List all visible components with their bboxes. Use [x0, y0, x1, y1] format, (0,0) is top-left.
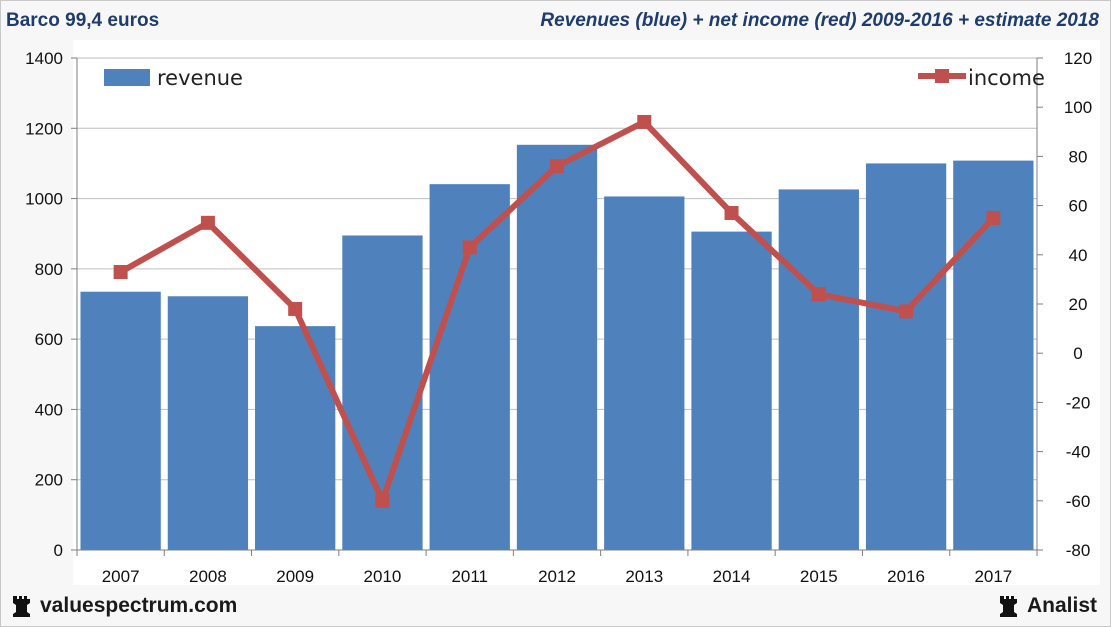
- y-right-tick-label: -80: [1066, 541, 1091, 560]
- income-marker: [550, 159, 564, 174]
- y-right-tick-label: -20: [1066, 393, 1091, 412]
- revenue-bar: [429, 184, 510, 551]
- revenue-bar: [255, 326, 336, 550]
- income-marker: [986, 210, 1001, 225]
- x-tick-label: 2012: [538, 567, 576, 586]
- x-tick-label: 2008: [189, 567, 227, 586]
- income-marker: [462, 240, 477, 255]
- y-right-tick-label: 60: [1069, 197, 1088, 216]
- revenue-bar: [865, 163, 947, 550]
- revenue-bar: [953, 160, 1034, 551]
- chart-title-left: Barco 99,4 euros: [6, 10, 160, 31]
- brand-valuespectrum[interactable]: valuespectrum.com: [12, 594, 237, 618]
- income-marker: [724, 205, 739, 220]
- y-right-tick-label: -40: [1066, 443, 1091, 462]
- x-tick-label: 2017: [974, 567, 1012, 586]
- legend-revenue-label: revenue: [157, 66, 243, 90]
- y-left-tick-label: 200: [35, 471, 63, 490]
- brand-analist[interactable]: Analist: [999, 594, 1097, 618]
- y-left-tick-label: 1000: [25, 190, 63, 209]
- x-tick-label: 2009: [276, 567, 314, 586]
- x-tick-label: 2011: [451, 567, 488, 586]
- y-left-tick-label: 400: [35, 400, 63, 419]
- x-tick-label: 2010: [364, 567, 402, 586]
- x-tick-label: 2014: [713, 567, 751, 586]
- y-left-tick-label: 1400: [25, 49, 63, 68]
- y-right-tick-label: 100: [1064, 98, 1092, 117]
- revenue-bars: [80, 144, 1034, 551]
- income-marker: [899, 304, 914, 319]
- legends: revenue income: [104, 66, 1045, 90]
- y-right-tick-label: 80: [1069, 147, 1088, 166]
- revenue-bar: [604, 196, 685, 550]
- legend-income-marker: [935, 69, 949, 83]
- revenue-bar: [80, 291, 161, 550]
- brand-right-label: Analist: [1026, 594, 1097, 617]
- rook-icon: [13, 596, 30, 617]
- income-marker: [811, 287, 826, 302]
- y-right-tick-label: 20: [1069, 295, 1088, 314]
- axes: 0 200 400 600 800 1000 1200 1400 -80 -60 -40 -20 0 20…: [25, 49, 1092, 586]
- income-marker: [375, 493, 390, 508]
- income-marker: [113, 265, 128, 280]
- y-left-tick-label: 0: [54, 541, 63, 560]
- income-marker: [637, 114, 652, 129]
- brand-left-label: valuespectrum.com: [40, 594, 238, 617]
- income-line: [113, 114, 1001, 508]
- revenue-bar: [691, 231, 772, 550]
- rook-icon: [999, 596, 1017, 617]
- x-tick-label: 2013: [625, 567, 663, 586]
- y-right-tick-label: 40: [1069, 246, 1088, 265]
- legend-revenue-swatch: [104, 69, 150, 86]
- revenue-bar: [778, 189, 859, 551]
- y-right-tick-label: -60: [1066, 492, 1091, 511]
- y-left-tick-label: 600: [35, 330, 63, 349]
- y-left-tick-label: 1200: [25, 119, 63, 138]
- chart-title-right: Revenues (blue) + net income (red) 2009-…: [540, 10, 1099, 31]
- y-right-tick-label: 0: [1073, 344, 1082, 363]
- x-tick-label: 2007: [102, 567, 140, 586]
- revenue-bar: [516, 144, 598, 550]
- x-tick-label: 2016: [887, 567, 925, 586]
- income-marker: [200, 215, 215, 230]
- x-tick-label: 2015: [800, 567, 838, 586]
- y-right-tick-label: 120: [1064, 49, 1092, 68]
- income-marker: [288, 301, 303, 316]
- legend-income-label: income: [968, 66, 1045, 90]
- y-left-tick-label: 800: [35, 260, 63, 279]
- revenue-bar: [167, 296, 249, 550]
